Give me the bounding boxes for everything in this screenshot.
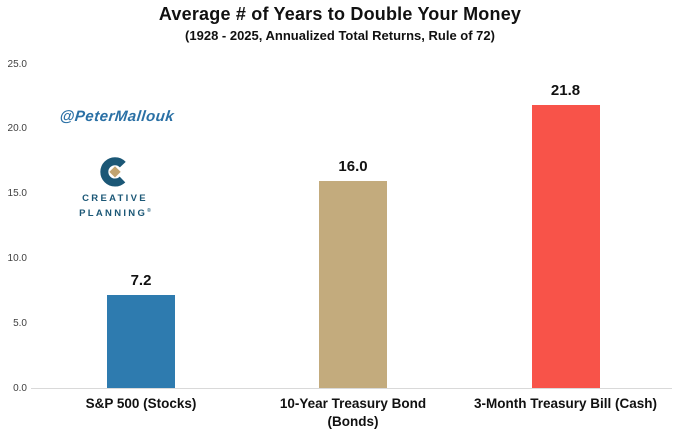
x-axis-line xyxy=(31,388,672,389)
category-label: 10-Year Treasury Bond (Bonds) xyxy=(238,395,468,431)
y-axis-tick-label: 10.0 xyxy=(7,252,27,264)
bar-value-label: 7.2 xyxy=(130,271,152,289)
logo-trademark: ® xyxy=(147,208,151,214)
category-label-line: S&P 500 (Stocks) xyxy=(85,396,197,411)
bar-sp500-stocks xyxy=(107,294,175,388)
y-axis-tick-label: 25.0 xyxy=(7,58,27,70)
logo-c-icon xyxy=(100,157,130,187)
y-axis-tick-label: 20.0 xyxy=(7,123,27,135)
creative-planning-logo: CREATIVE PLANNING® xyxy=(54,153,176,220)
bar-3mo-treasury-bill xyxy=(531,105,600,388)
category-label: 3-Month Treasury Bill (Cash) xyxy=(451,395,680,413)
chart-subtitle: (1928 - 2025, Annualized Total Returns, … xyxy=(185,28,495,43)
category-label-line: 10-Year Treasury Bond xyxy=(279,396,427,411)
category-label: S&P 500 (Stocks) xyxy=(26,395,256,413)
category-label-line: 3-Month Treasury Bill (Cash) xyxy=(473,396,658,411)
y-axis-tick-label: 0.0 xyxy=(13,382,27,394)
category-label-line: (Bonds) xyxy=(327,414,379,429)
logo-text-line1: CREATIVE xyxy=(82,193,148,204)
y-axis-tick-label: 5.0 xyxy=(13,317,27,329)
y-axis-tick-label: 15.0 xyxy=(7,188,27,200)
logo-text-line2: PLANNING® xyxy=(79,208,151,220)
bar-10yr-treasury-bond xyxy=(319,180,387,388)
bar-value-label: 16.0 xyxy=(338,157,368,175)
chart-title: Average # of Years to Double Your Money xyxy=(158,4,522,24)
bar-value-label: 21.8 xyxy=(550,82,581,100)
watermark: @PeterMallouk xyxy=(58,108,176,125)
